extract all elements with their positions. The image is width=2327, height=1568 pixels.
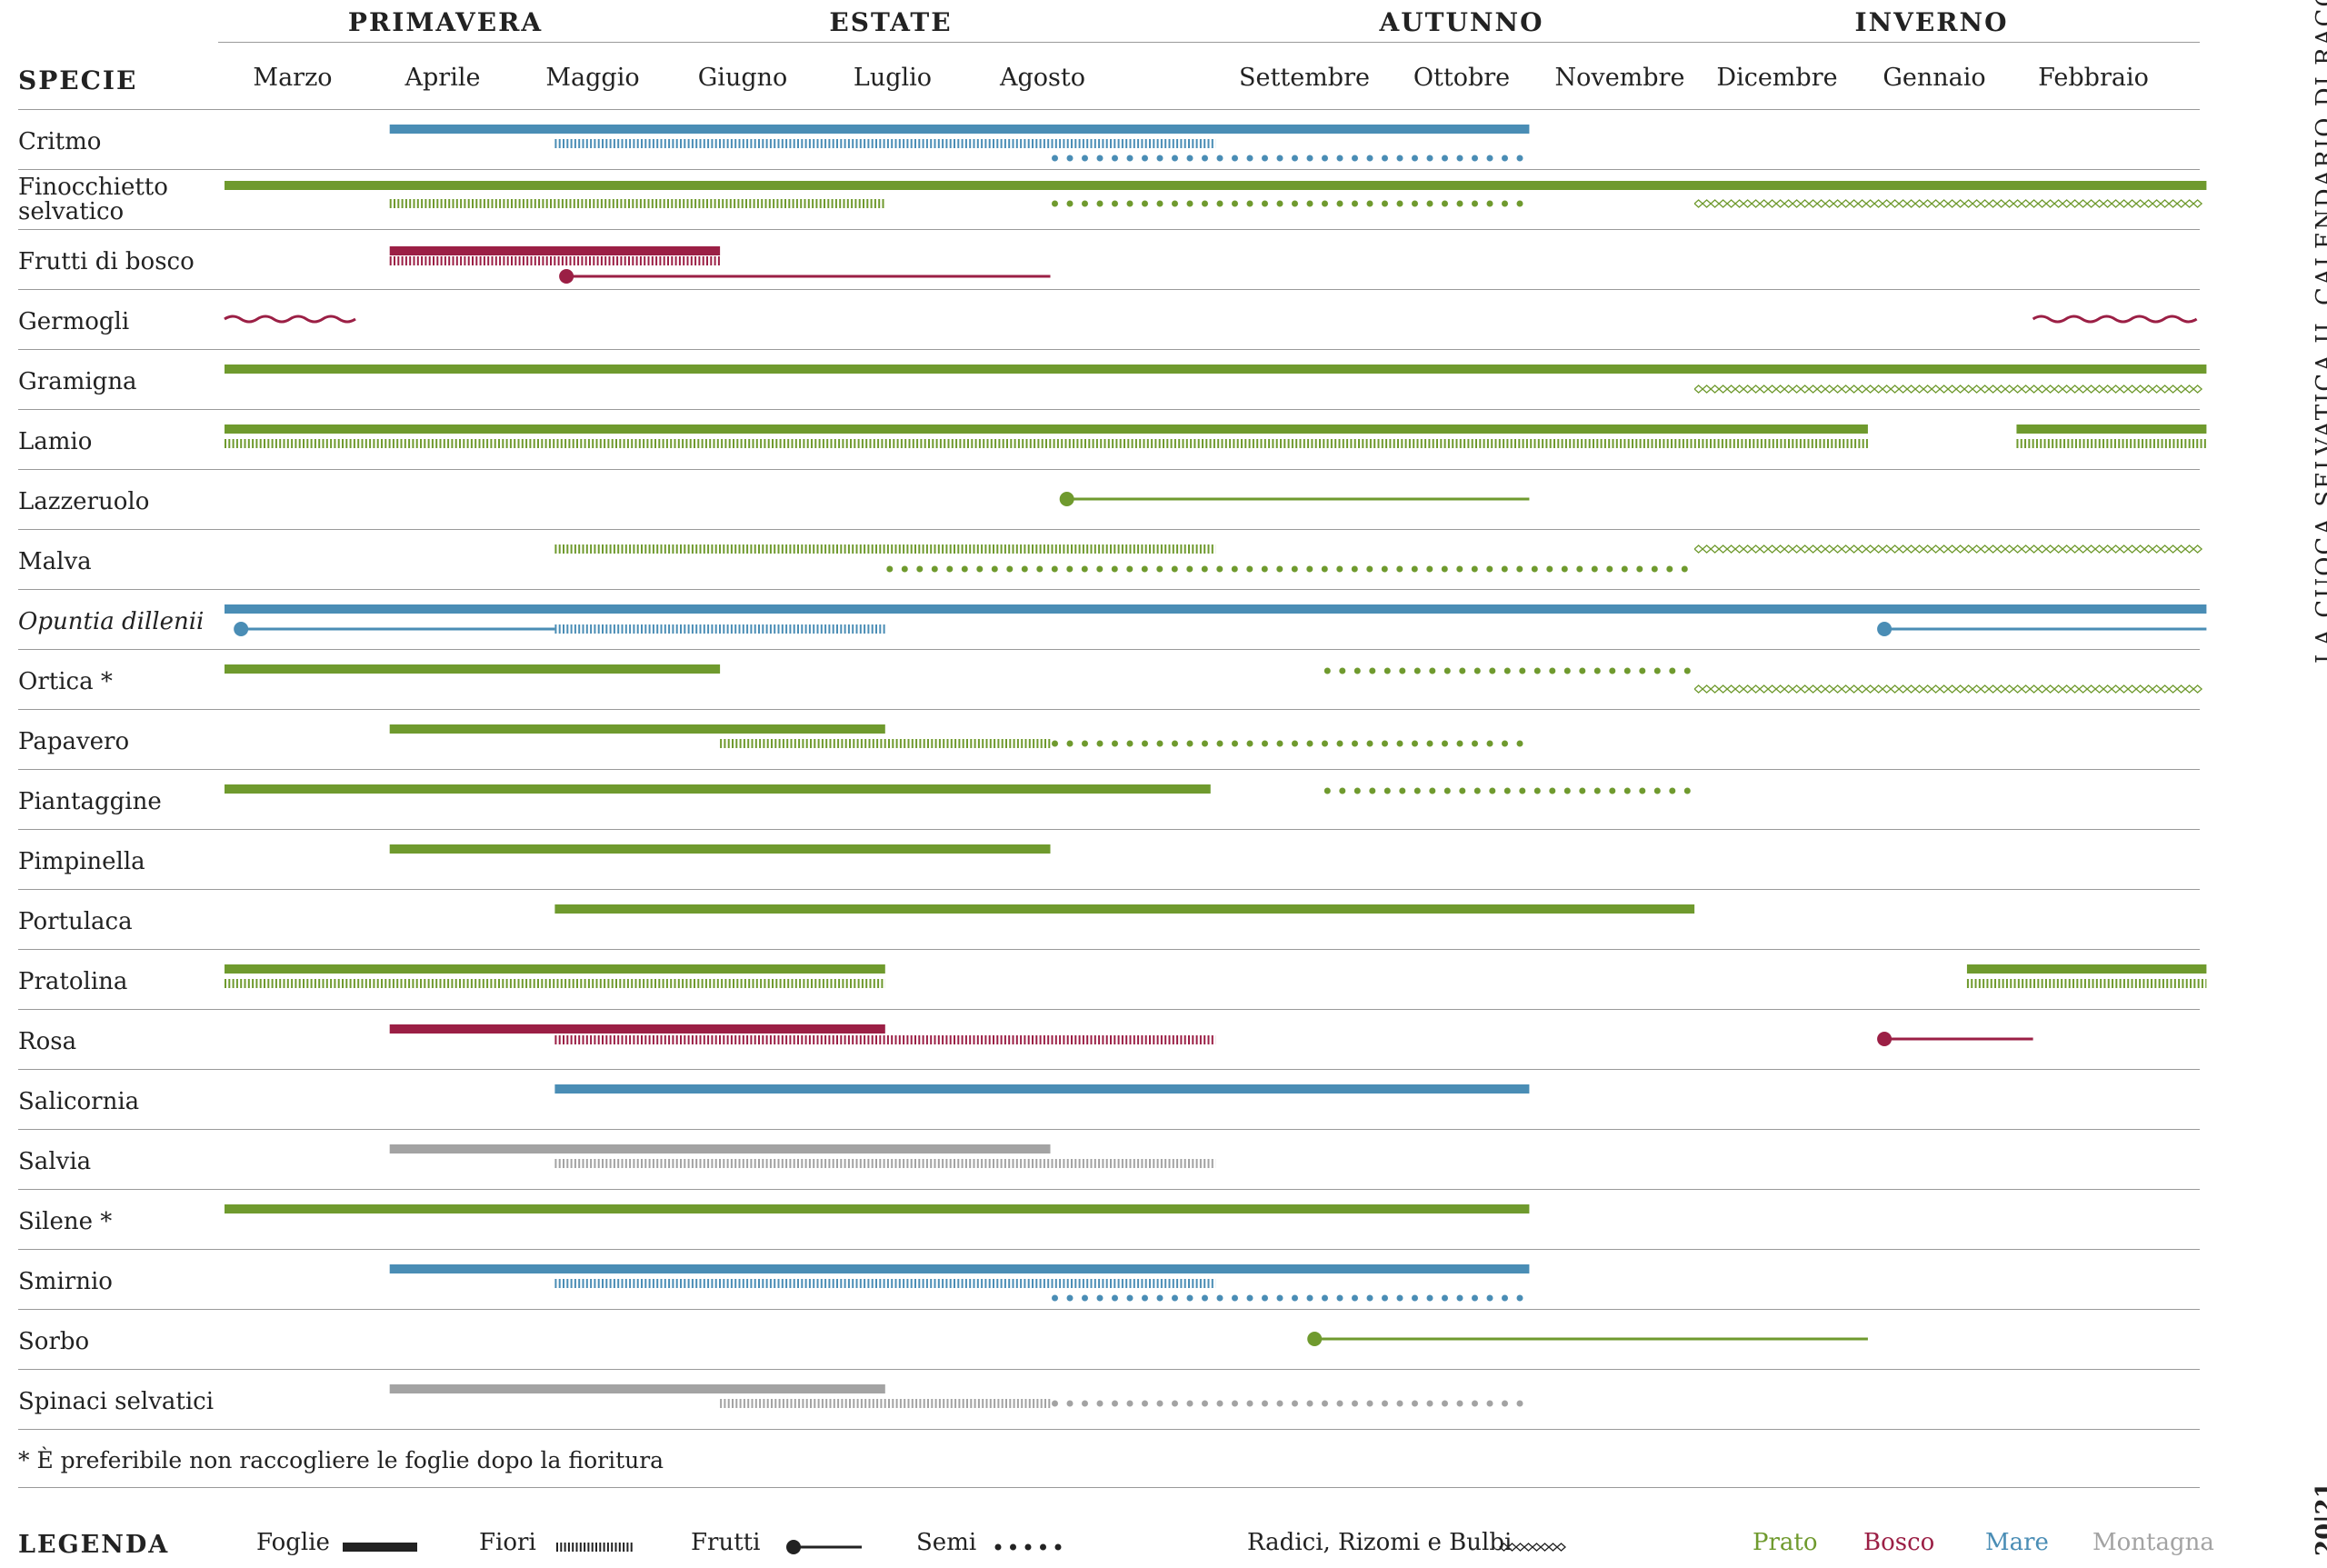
frutti-dot <box>234 622 248 636</box>
bar-foglie <box>225 604 2206 614</box>
bar-foglie <box>390 844 1051 854</box>
bar-foglie <box>390 1264 1530 1273</box>
bar-radici <box>1694 545 2202 553</box>
frutti-dot <box>1060 492 1074 506</box>
bar-radici <box>1694 385 2202 393</box>
legend-frutti-dot <box>786 1540 801 1554</box>
bar-germogli <box>2033 316 2197 322</box>
bar-foglie <box>225 424 1868 434</box>
bar-foglie <box>225 1204 1529 1213</box>
bar-foglie <box>390 125 1530 134</box>
frutti-dot <box>1877 622 1892 636</box>
bar-foglie <box>554 904 1694 914</box>
bar-foglie <box>390 1144 1051 1154</box>
bar-radici <box>1694 200 2202 207</box>
frutti-dot <box>1307 1332 1322 1346</box>
bar-foglie <box>225 964 885 974</box>
frutti-dot <box>1877 1032 1892 1046</box>
bar-foglie <box>225 784 1211 794</box>
bar-foglie <box>554 1084 1529 1094</box>
bar-foglie <box>2016 424 2206 434</box>
legend-foglie-swatch <box>343 1543 417 1552</box>
bar-foglie <box>390 1384 885 1393</box>
bar-foglie <box>225 664 720 674</box>
bar-foglie <box>1967 964 2206 974</box>
frutti-dot <box>559 269 574 284</box>
bar-foglie <box>390 724 885 734</box>
bar-foglie <box>225 365 2206 374</box>
legend-radici-swatch <box>1500 1543 1565 1551</box>
bar-foglie <box>225 181 2206 190</box>
bar-foglie <box>390 246 720 255</box>
bar-radici <box>1694 685 2202 693</box>
harvest-calendar-chart <box>0 0 2327 1568</box>
bar-germogli <box>225 316 355 322</box>
bar-foglie <box>390 1024 885 1034</box>
